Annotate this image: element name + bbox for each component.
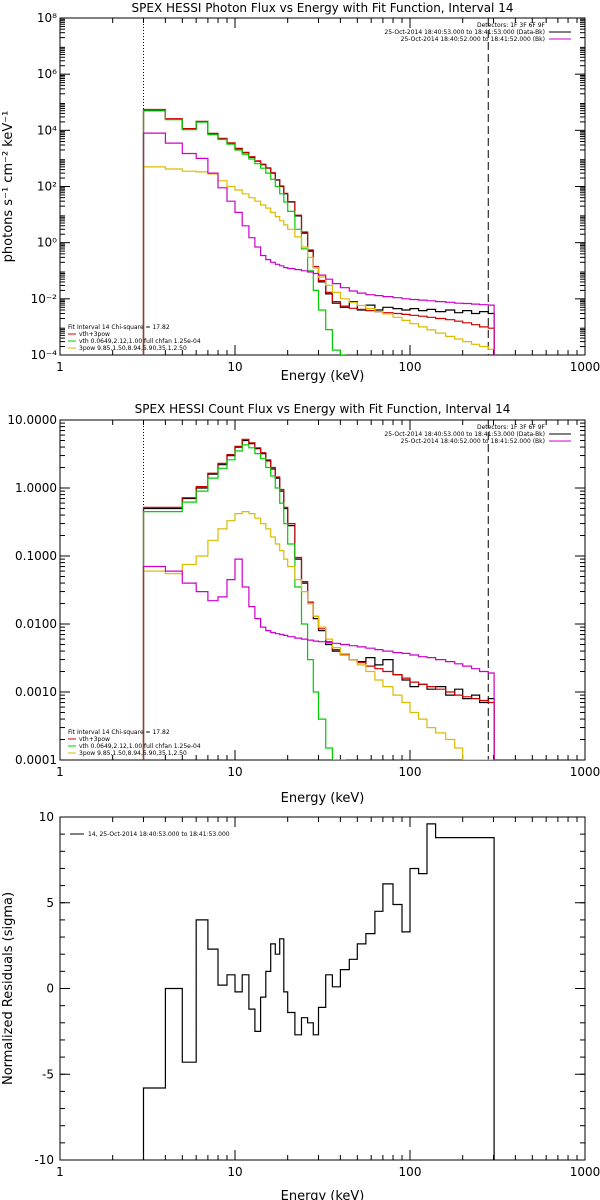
chart-title: SPEX HESSI Count Flux vs Energy with Fit… (135, 402, 511, 416)
y-axis-label: Normalized Residuals (sigma) (1, 892, 16, 1085)
y-tick-label: 0.0100 (15, 617, 57, 631)
x-tick-label: 1000 (570, 360, 600, 374)
y-tick-label: 10⁸ (37, 11, 57, 25)
legend-bottom-entry: 3pow 9.85,1.50,8.94,5.90,35.1,2.50 (79, 750, 187, 757)
chart-panel-3: 1 10 100 1000 -10 -5 0 5 10 Energy (keV) Normalize… (1, 810, 600, 1200)
legend-bottom-entry: vth 0.0649,2.12,1.00 full chfan 1.25e-04 (79, 743, 201, 750)
x-tick-label: 10 (227, 1165, 242, 1179)
y-tick-label: 10⁶ (37, 67, 57, 81)
legend-top-entry: 25-Oct-2014 18:40:52.000 to 18:41:52.000… (401, 438, 545, 445)
chart-panel-2: 1 10 100 1000 0.0001 0.0010 0.0100 0.1000 1.0000… (7, 402, 600, 806)
x-axis-label: Energy (keV) (281, 1189, 365, 1200)
x-tick-label: 1 (56, 765, 64, 779)
legend-bottom-entry: Fit Interval 14 Chi-square = 17.82 (68, 729, 170, 736)
series-bk (142, 132, 495, 355)
y-tick-label: 10² (37, 180, 57, 194)
x-tick-label: 10 (227, 360, 242, 374)
chart-panel-1: 1 10 100 1000 10⁻⁴ 10⁻² 10⁰ 10² 10⁴ 10⁶ 10⁸ SPEX HE… (1, 1, 600, 384)
series-vth (142, 109, 347, 355)
y-tick-label: -5 (42, 1067, 54, 1081)
legend-bottom-entry: vth+3pow (79, 736, 110, 743)
series-14-25-oct-2014-18-40-53-000-to (142, 823, 495, 1160)
legend-top-entry: Detectors: 1F 3F 6F 9F (477, 424, 546, 431)
legend-top-entry: 25-Oct-2014 18:40:52.000 to 18:41:52.000… (401, 36, 545, 43)
x-axis-label: Energy (keV) (281, 369, 365, 384)
x-tick-label: 10 (227, 765, 242, 779)
data-area (142, 108, 495, 355)
y-tick-label: 5 (46, 896, 54, 910)
legend-top-entry: 25-Oct-2014 18:40:53.000 to 18:41:53.000… (384, 431, 545, 438)
legend-entry: 14, 25-Oct-2014 18:40:53.000 to 18:41:53… (88, 831, 230, 838)
y-tick-label: 10⁻⁴ (31, 348, 58, 362)
y-tick-label: 0.1000 (15, 549, 57, 563)
x-tick-label: 100 (399, 1165, 422, 1179)
y-tick-label: 0 (46, 982, 54, 996)
x-tick-label: 1000 (570, 1165, 600, 1179)
y-tick-label: 10 (39, 810, 54, 824)
series-3pow (142, 166, 495, 355)
series-vth-3pow (142, 108, 495, 355)
y-tick-label: 0.0001 (15, 753, 57, 767)
x-tick-label: 1 (56, 360, 64, 374)
series-vth (142, 444, 347, 760)
x-axis-label: Energy (keV) (281, 791, 365, 806)
plot-frame (59, 419, 586, 761)
y-tick-label: 10.0000 (7, 413, 57, 427)
chart-title: SPEX HESSI Photon Flux vs Energy with Fi… (132, 1, 514, 15)
legend-bottom-entry: vth+3pow (79, 331, 110, 338)
y-tick-label: 10⁰ (37, 236, 57, 250)
x-tick-label: 100 (399, 765, 422, 779)
data-area (142, 438, 495, 760)
legend-top-entry: Detectors: 1F 3F 6F 9F (477, 22, 546, 29)
y-tick-label: 10⁻² (31, 292, 58, 306)
plot-frame (59, 17, 586, 356)
x-tick-label: 100 (399, 360, 422, 374)
y-tick-label: 1.0000 (15, 481, 57, 495)
legend-bottom-entry: 3pow 9.85,1.50,8.94,5.90,35.1,2.50 (79, 345, 187, 352)
y-tick-label: 10⁴ (37, 123, 57, 137)
y-tick-label: -10 (34, 1153, 54, 1167)
data-area (142, 823, 495, 1160)
legend-bottom-entry: vth 0.0649,2.12,1.00 full chfan 1.25e-04 (79, 338, 201, 345)
legend-bottom-entry: Fit Interval 14 Chi-square = 17.82 (68, 324, 170, 331)
x-tick-label: 1 (56, 1165, 64, 1179)
series-3pow (142, 511, 495, 760)
series-bk (142, 558, 495, 760)
plot-frame (59, 816, 586, 1161)
legend-top-entry: 25-Oct-2014 18:40:53.000 to 18:41:53.000… (384, 29, 545, 36)
y-axis-label: photons s⁻¹ cm⁻² keV⁻¹ (1, 111, 16, 263)
y-tick-label: 0.0010 (15, 685, 57, 699)
x-tick-label: 1000 (570, 765, 600, 779)
